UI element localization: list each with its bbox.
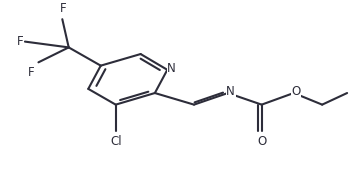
Text: F: F [60, 2, 66, 15]
Text: N: N [167, 62, 176, 75]
Text: O: O [291, 85, 300, 98]
Text: F: F [27, 66, 34, 79]
Text: N: N [226, 85, 235, 98]
Text: O: O [257, 135, 266, 148]
Text: Cl: Cl [110, 135, 121, 148]
Text: F: F [16, 35, 23, 48]
